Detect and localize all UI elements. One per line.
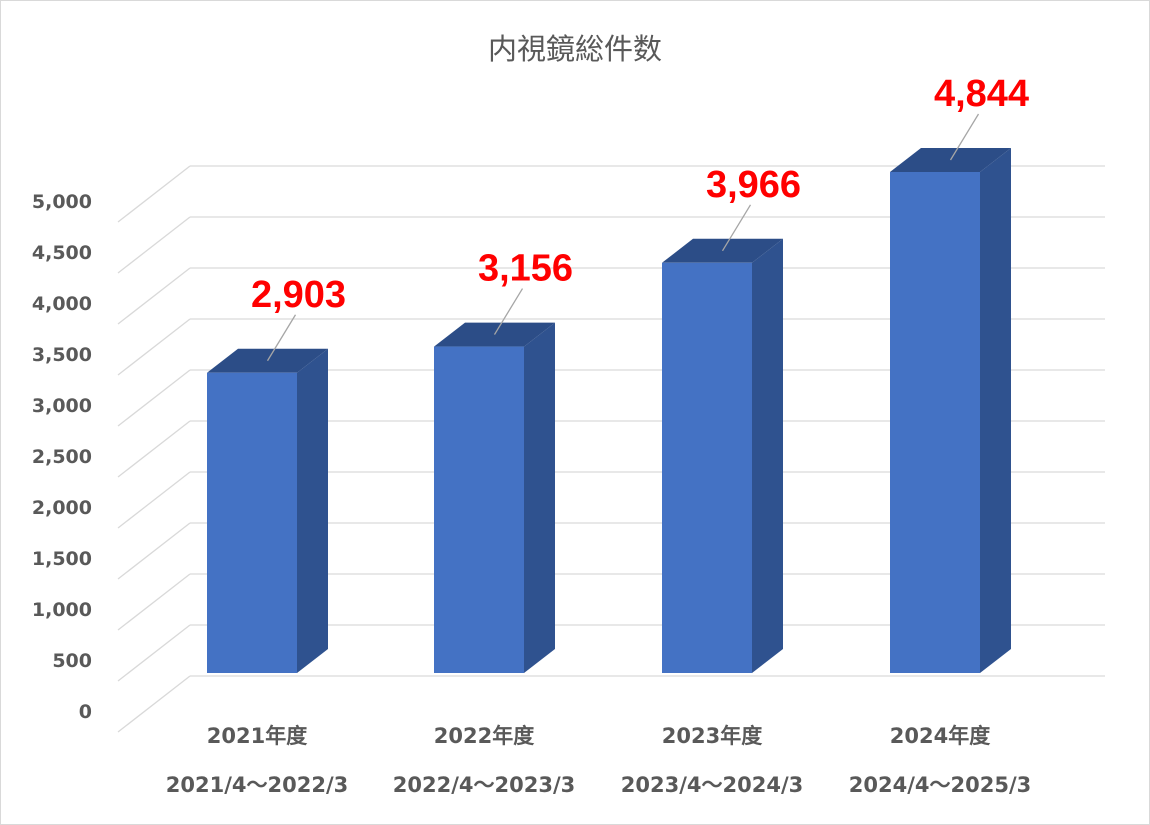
gridline-side <box>117 471 191 529</box>
bar-front-face <box>207 372 297 673</box>
y-tick-label: 4,000 <box>32 293 92 315</box>
bar <box>207 348 328 673</box>
bar-front-face <box>662 262 752 673</box>
gridline-side <box>117 420 191 478</box>
y-tick-label: 2,000 <box>32 497 92 519</box>
y-tick-label: 500 <box>52 650 92 672</box>
x-axis-category-labels: 2021年度 2021/4～2022/3 2022年度 2022/4～2023/3 20… <box>166 724 1031 797</box>
bars-layer <box>207 148 1011 673</box>
y-tick-label: 3,000 <box>32 395 92 417</box>
y-tick-label: 2,500 <box>32 446 92 468</box>
x-category-period-label: 2023/4～2024/3 <box>621 773 803 797</box>
bar-front-face <box>890 172 980 673</box>
y-tick-label: 0 <box>79 701 92 723</box>
y-axis-tick-labels: 0 500 1,000 1,500 2,000 2,500 3,000 3,500 4,000 4… <box>32 191 92 723</box>
data-label-leader <box>949 113 980 161</box>
y-tick-label: 1,000 <box>32 599 92 621</box>
bar-front-face <box>434 346 524 673</box>
x-category-period-label: 2021/4～2022/3 <box>166 773 348 797</box>
data-label: 4,844 <box>934 73 1029 115</box>
y-tick-label: 4,500 <box>32 242 92 264</box>
gridline-side <box>117 165 191 223</box>
bar <box>662 238 783 673</box>
chart-title: 内視鏡総件数 <box>487 32 662 66</box>
data-label: 2,903 <box>251 274 346 316</box>
data-label: 3,966 <box>706 164 801 206</box>
y-tick-label: 1,500 <box>32 548 92 570</box>
bar <box>434 322 555 673</box>
gridline-side <box>117 216 191 274</box>
y-tick-label: 3,500 <box>32 344 92 366</box>
gridline-side <box>117 675 191 733</box>
x-category-label: 2021年度 <box>207 724 307 748</box>
gridline-side <box>117 624 191 682</box>
data-label: 3,156 <box>478 248 573 290</box>
x-category-label: 2024年度 <box>890 724 990 748</box>
gridline-side <box>117 522 191 580</box>
x-category-period-label: 2022/4～2023/3 <box>393 773 575 797</box>
gridline-side <box>117 318 191 376</box>
data-labels-layer: 2,903 3,156 3,966 4,844 <box>251 73 1029 362</box>
bar-side-face <box>752 238 783 673</box>
data-label-leader <box>493 288 524 335</box>
gridline-side <box>117 369 191 427</box>
data-label-leader <box>266 314 297 362</box>
x-category-label: 2023年度 <box>662 724 762 748</box>
bar-side-face <box>297 348 328 673</box>
y-tick-label: 5,000 <box>32 191 92 213</box>
bar <box>890 148 1011 673</box>
gridline-side <box>117 573 191 631</box>
gridline-side <box>117 267 191 325</box>
bar-side-face <box>524 322 555 673</box>
x-category-period-label: 2024/4～2025/3 <box>849 773 1031 797</box>
x-category-label: 2022年度 <box>434 724 534 748</box>
bar-side-face <box>980 148 1011 673</box>
data-label-leader <box>721 204 752 252</box>
